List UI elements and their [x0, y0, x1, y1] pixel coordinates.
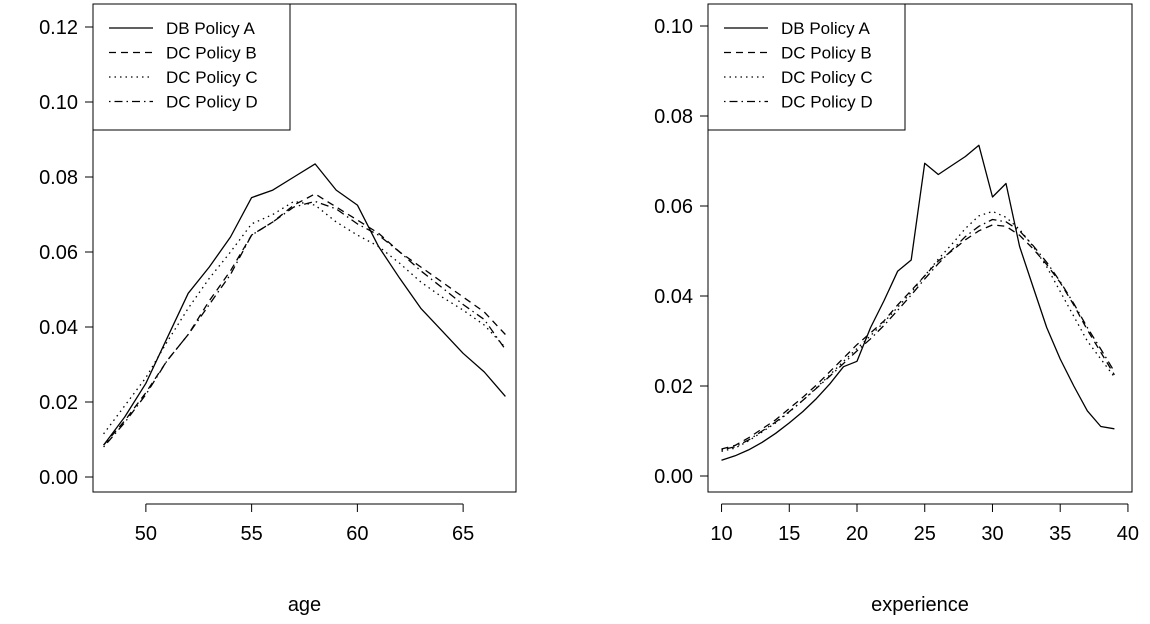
y-tick-label: 0.06 [39, 242, 78, 264]
plot-frame [707, 3, 1133, 493]
x-axis-label: experience [871, 594, 969, 616]
series-line-3 [721, 210, 1115, 452]
y-tick-label: 0.04 [654, 286, 693, 308]
x-tick-label: 10 [710, 523, 732, 545]
series-line-1 [103, 163, 506, 446]
legend-label: DB Policy A [781, 19, 870, 38]
y-tick-label: 0.00 [654, 466, 693, 488]
x-tick-label: 55 [241, 523, 263, 545]
y-tick-label: 0.10 [654, 16, 693, 38]
y-tick-label: 0.02 [39, 392, 78, 414]
y-tick-label: 0.08 [39, 167, 78, 189]
y-tick-label: 0.00 [39, 467, 78, 489]
plot-frame [92, 3, 517, 493]
series-line-1 [721, 144, 1115, 461]
legend-label: DC Policy B [781, 44, 872, 63]
x-tick-label: 35 [1049, 523, 1071, 545]
x-axis-label: age [288, 594, 321, 616]
legend-box [707, 3, 906, 131]
x-tick-label: 60 [346, 523, 368, 545]
legend-box [92, 3, 291, 131]
legend-label: DC Policy C [781, 68, 873, 87]
x-tick-label: 50 [135, 523, 157, 545]
x-tick-label: 20 [846, 523, 868, 545]
y-tick-label: 0.04 [39, 317, 78, 339]
y-tick-label: 0.12 [39, 17, 78, 39]
y-tick-label: 0.08 [654, 106, 693, 128]
x-tick-label: 30 [981, 523, 1003, 545]
series-line-4 [721, 218, 1115, 451]
x-tick-label: 40 [1117, 523, 1139, 545]
x-tick-label: 15 [778, 523, 800, 545]
legend-label: DC Policy C [166, 68, 258, 87]
y-tick-label: 0.06 [654, 196, 693, 218]
x-tick-label: 25 [914, 523, 936, 545]
x-tick-label: 65 [452, 523, 474, 545]
series-line-3 [103, 200, 506, 435]
legend: DB Policy A DC Policy B DC Policy C DC Poli… [707, 3, 906, 131]
y-tick-label: 0.10 [39, 92, 78, 114]
legend-label: DC Policy B [166, 44, 257, 63]
legend: DB Policy A DC Policy B DC Policy C DC Poli… [92, 3, 291, 131]
legend-label: DB Policy A [166, 19, 255, 38]
chart-panel-2: 0.00 0.02 0.04 0.06 0.08 0.10 10 15 20 25 30 35 40 ex… [654, 3, 1139, 616]
series-line-2 [103, 193, 506, 446]
series-line-4 [103, 200, 506, 448]
series-line-2 [721, 224, 1115, 450]
chart-panel-1: 0.00 0.02 0.04 0.06 0.08 0.10 0.12 50 55 60 65 age D… [39, 3, 517, 616]
legend-label: DC Policy D [166, 93, 258, 112]
legend-label: DC Policy D [781, 93, 873, 112]
y-tick-label: 0.02 [654, 376, 693, 398]
